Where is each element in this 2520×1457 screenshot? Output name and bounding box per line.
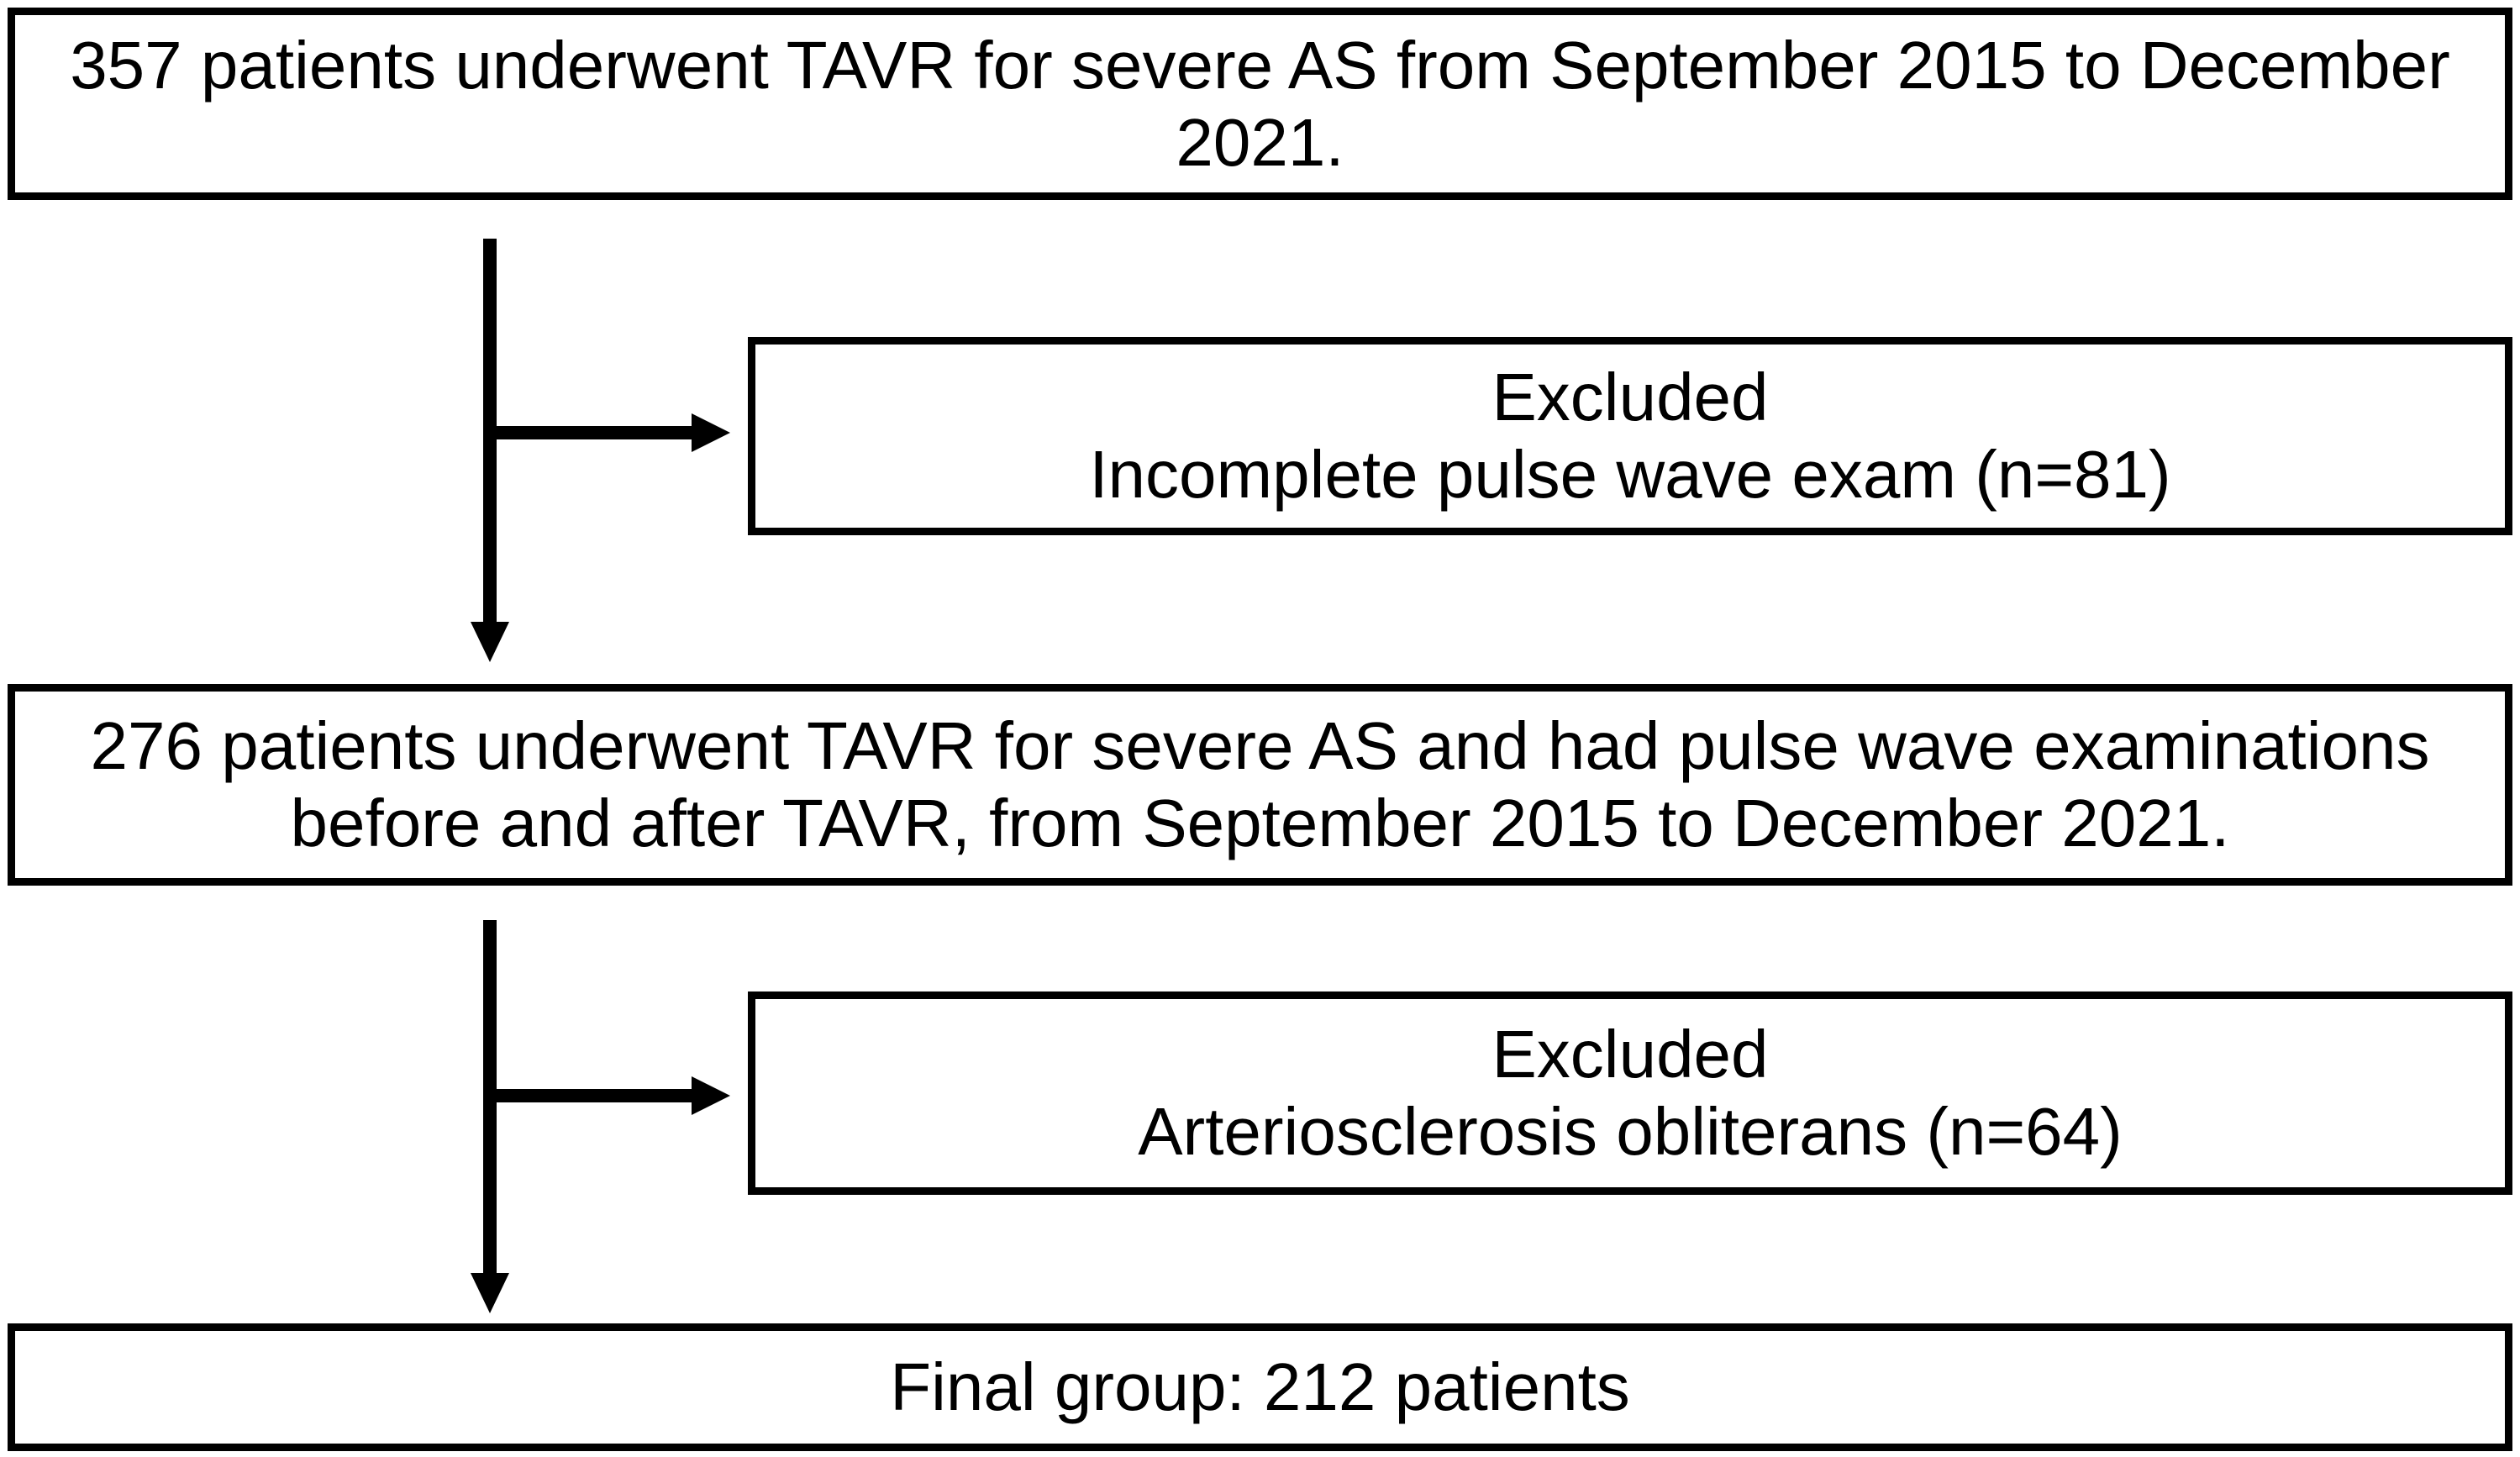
right-arrow-2-shaft: [490, 1089, 692, 1102]
down-arrowhead-1-icon: [471, 622, 509, 662]
excluded-box-2: Excluded Arteriosclerosis obliterans (n=…: [748, 991, 2512, 1195]
excluded-box-1-title: Excluded: [1491, 360, 1769, 434]
cohort-box: 276 patients underwent TAVR for severe A…: [8, 684, 2512, 886]
final-group-box: Final group: 212 patients: [8, 1323, 2512, 1451]
right-arrowhead-1-icon: [692, 413, 730, 452]
cohort-box-line-1: 276 patients underwent TAVR for severe A…: [90, 708, 2430, 783]
right-arrowhead-2-icon: [692, 1076, 730, 1115]
excluded-box-2-reason: Arteriosclerosis obliterans (n=64): [1138, 1094, 2123, 1169]
excluded-box-1-reason: Incomplete pulse wave exam (n=81): [1089, 437, 2171, 512]
excluded-box-2-title: Excluded: [1491, 1017, 1769, 1091]
down-arrowhead-2-icon: [471, 1273, 509, 1313]
enrollment-box: 357 patients underwent TAVR for severe A…: [8, 8, 2512, 200]
cohort-box-line-2: before and after TAVR, from September 20…: [290, 786, 2230, 860]
final-group-box-line: Final group: 212 patients: [890, 1349, 1630, 1424]
right-arrow-1-shaft: [490, 426, 692, 439]
excluded-box-1: Excluded Incomplete pulse wave exam (n=8…: [748, 337, 2512, 535]
enrollment-box-line-2: 2021.: [1176, 104, 1344, 180]
enrollment-box-line-1: 357 patients underwent TAVR for severe A…: [70, 27, 2450, 103]
